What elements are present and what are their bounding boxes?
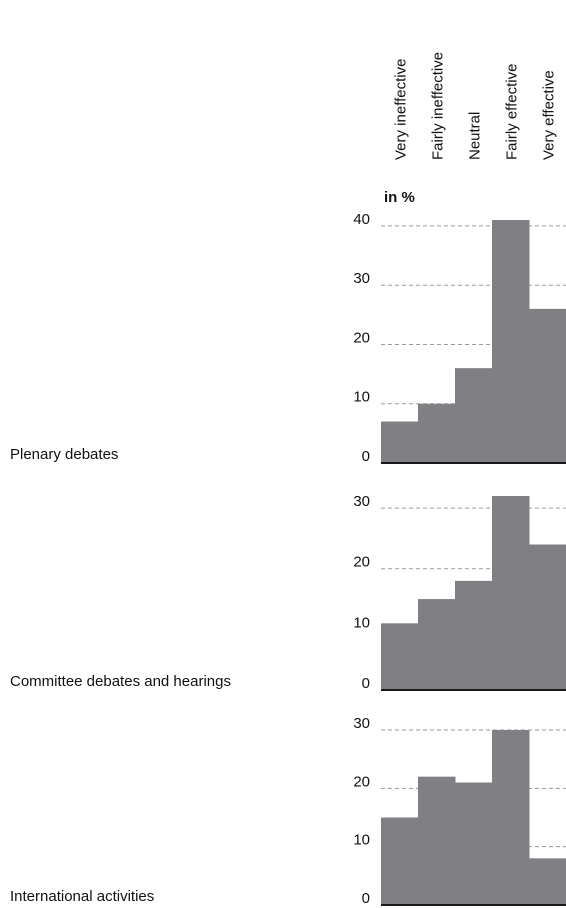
y-tick-label: 10 xyxy=(353,389,370,406)
bar xyxy=(455,580,493,690)
row-label: International activities xyxy=(10,888,154,905)
y-tick-label: 30 xyxy=(353,715,370,732)
bar xyxy=(455,782,493,905)
y-tick-label: 30 xyxy=(353,493,370,510)
y-tick-label: 0 xyxy=(362,890,370,907)
bar xyxy=(529,308,566,463)
y-unit-label: in % xyxy=(384,189,415,206)
category-label: Fairly ineffective xyxy=(429,52,446,160)
y-tick-label: 40 xyxy=(353,211,370,228)
y-tick-label: 20 xyxy=(353,554,370,571)
category-label: Fairly effective xyxy=(503,64,520,160)
bar xyxy=(381,623,419,690)
row-label: Committee debates and hearings xyxy=(10,673,231,690)
y-tick-label: 10 xyxy=(353,832,370,849)
row-label: Plenary debates xyxy=(10,446,118,463)
y-tick-label: 0 xyxy=(362,448,370,465)
bar xyxy=(455,368,493,463)
bar xyxy=(418,776,456,905)
bar xyxy=(492,730,530,905)
bar xyxy=(492,496,530,690)
bar xyxy=(492,220,530,463)
y-tick-label: 20 xyxy=(353,329,370,346)
category-label: Neutral xyxy=(466,112,483,160)
category-label: Very ineffective xyxy=(392,59,409,160)
category-label: Very effective xyxy=(540,70,557,160)
bar xyxy=(381,817,419,905)
bar xyxy=(529,544,566,690)
bar xyxy=(418,403,456,463)
y-tick-label: 30 xyxy=(353,270,370,287)
bar xyxy=(418,599,456,690)
y-tick-label: 10 xyxy=(353,614,370,631)
y-tick-label: 0 xyxy=(362,675,370,692)
bar xyxy=(381,421,419,463)
y-tick-label: 20 xyxy=(353,773,370,790)
bar xyxy=(529,858,566,905)
